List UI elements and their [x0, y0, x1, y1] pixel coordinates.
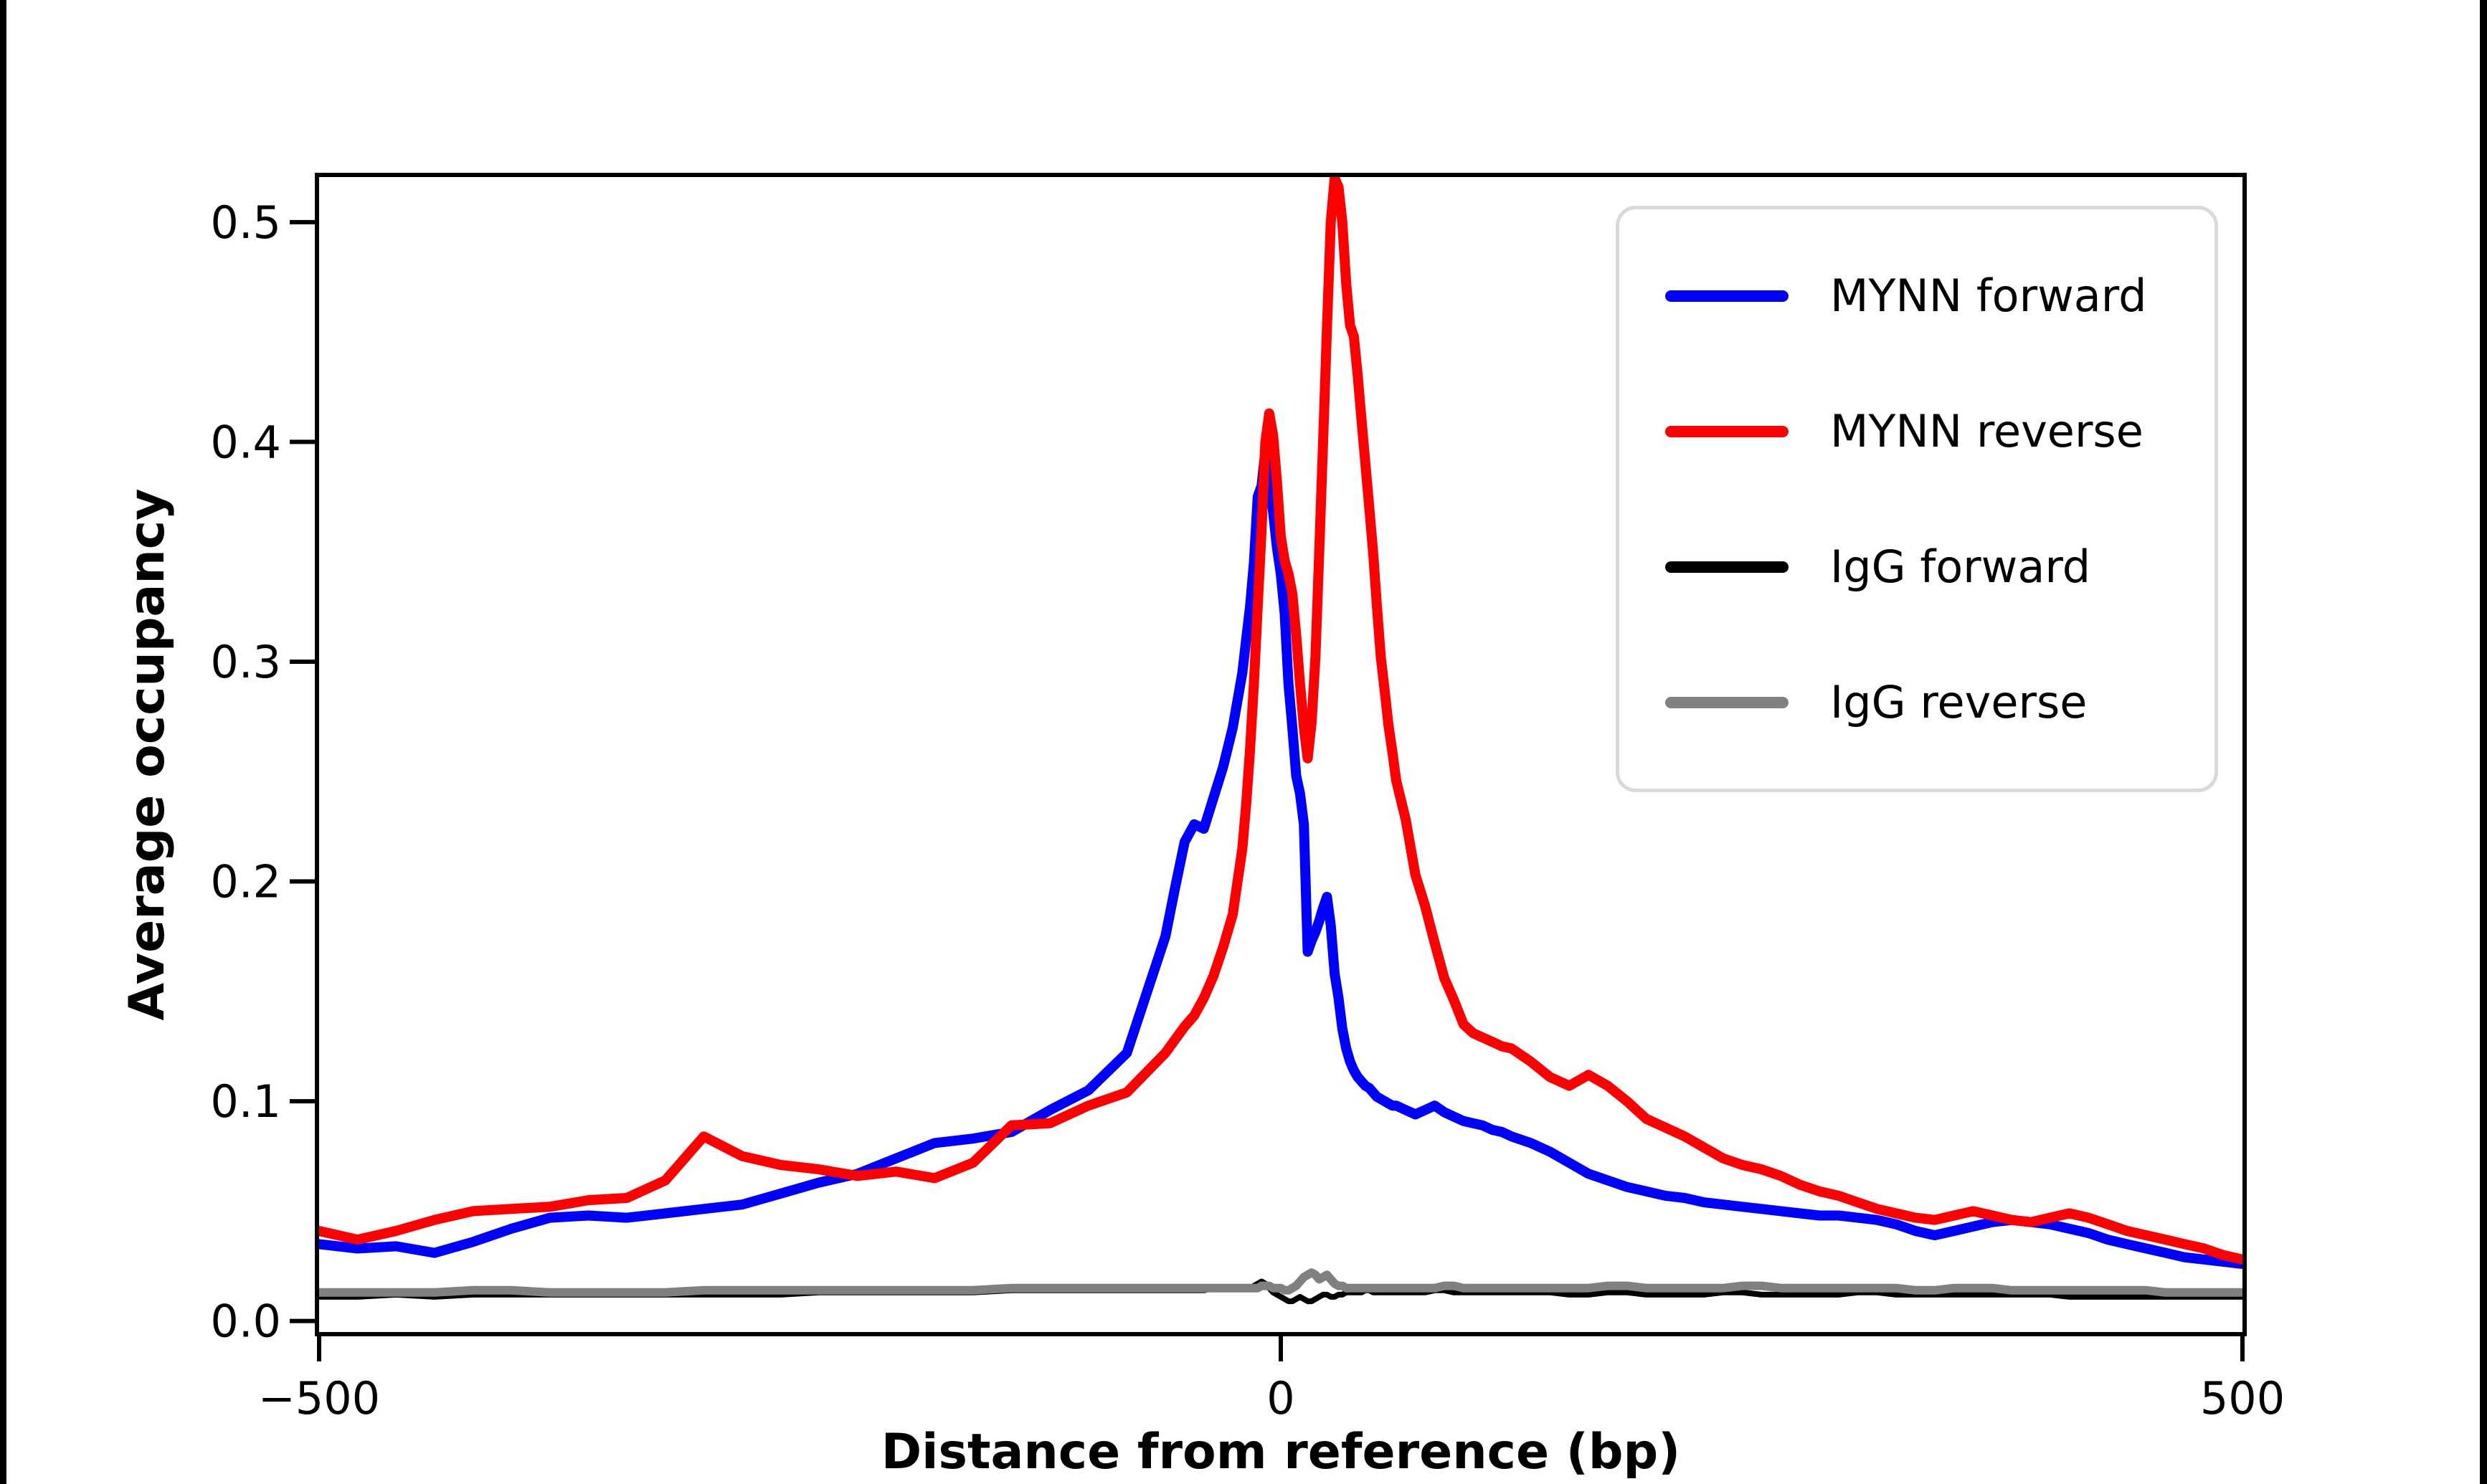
legend-item: MYNN forward	[1665, 270, 2200, 322]
y-tick-label: 0.3	[210, 636, 281, 688]
legend-label: MYNN forward	[1830, 270, 2147, 322]
legend-item: IgG reverse	[1665, 676, 2200, 728]
x-tick-label: 0	[1266, 1372, 1294, 1424]
screen-edge-left	[0, 0, 6, 1484]
x-tick-label: −500	[258, 1372, 380, 1424]
legend-line-sample-igg-reverse	[1665, 696, 1789, 708]
legend-line-sample-mynn-forward	[1665, 290, 1789, 302]
legend-line-sample-mynn-reverse	[1665, 425, 1789, 437]
y-tick-label: 0.4	[210, 416, 281, 468]
x-tick-label: 500	[2200, 1372, 2285, 1424]
y-tick-label: 0.5	[210, 196, 281, 249]
legend-label: IgG reverse	[1830, 676, 2088, 728]
legend-label: MYNN reverse	[1830, 405, 2143, 457]
series-line-mynn-reverse	[318, 177, 2244, 1265]
plot-legend: MYNN forward MYNN reverse IgG forward Ig…	[1616, 206, 2218, 792]
series-line-mynn-forward	[318, 445, 2244, 1269]
y-tick-label: 0.1	[210, 1075, 281, 1128]
x-axis-label: Distance from reference (bp)	[881, 1424, 1681, 1480]
y-axis-label: Average occupancy	[119, 489, 176, 1021]
legend-item: MYNN reverse	[1665, 405, 2200, 457]
screen-edge-right	[2480, 0, 2487, 1484]
legend-item: IgG forward	[1665, 541, 2200, 593]
series-line-igg-reverse	[318, 1268, 2244, 1297]
legend-line-sample-igg-forward	[1665, 561, 1789, 573]
y-tick-label: 0.2	[210, 856, 281, 908]
legend-label: IgG forward	[1830, 541, 2091, 593]
y-tick-label: 0.0	[210, 1295, 281, 1348]
